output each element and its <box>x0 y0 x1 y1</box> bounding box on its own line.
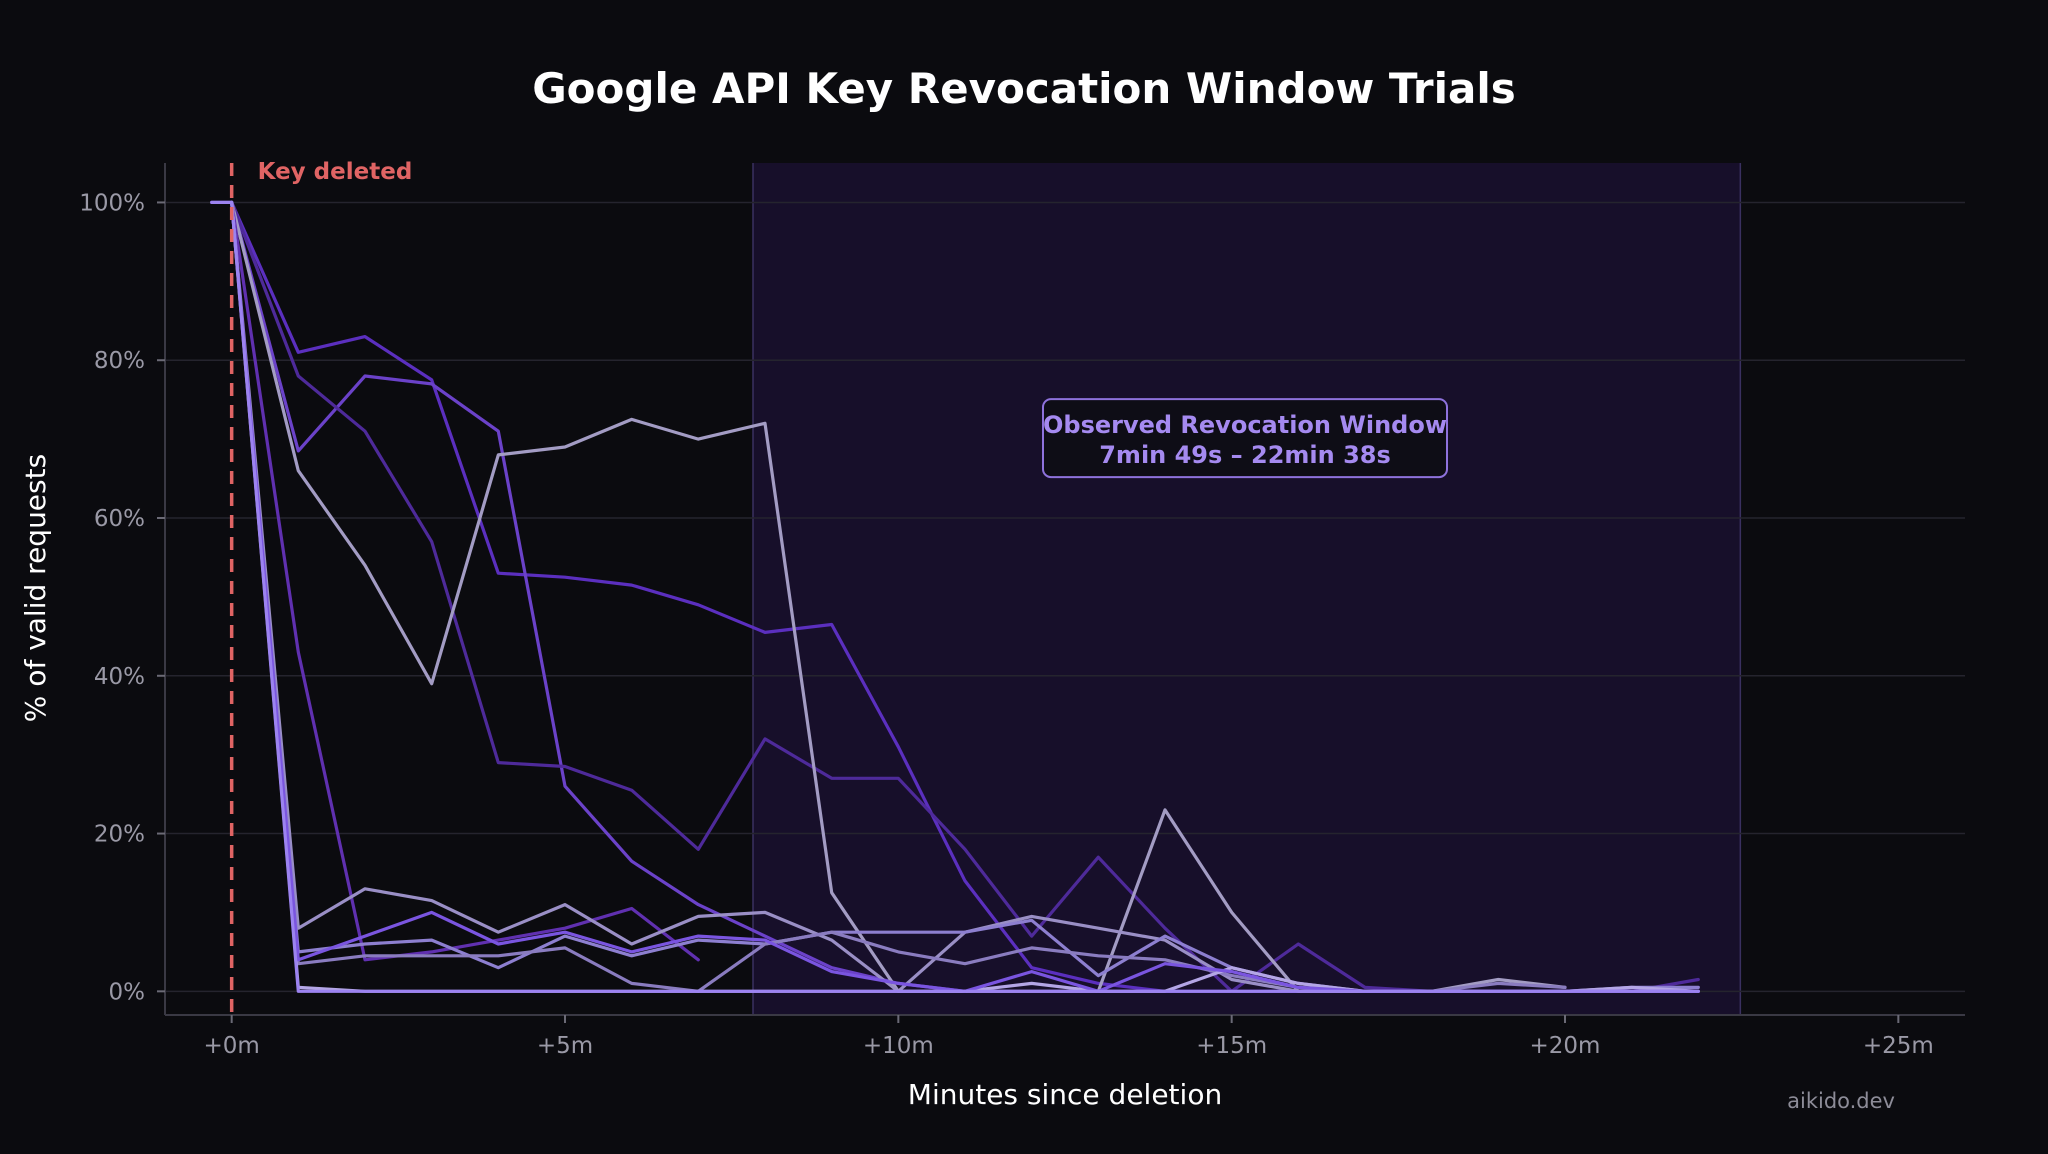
x-tick-label: +5m <box>537 1033 593 1059</box>
y-tick-label: 80% <box>94 348 145 374</box>
x-tick-label: +10m <box>863 1033 934 1059</box>
chart-title: Google API Key Revocation Window Trials <box>532 64 1516 113</box>
x-tick-label: +20m <box>1530 1033 1601 1059</box>
y-tick-label: 0% <box>109 979 146 1005</box>
y-axis-label: % of valid requests <box>19 454 52 722</box>
key-deleted-label: Key deleted <box>258 159 413 185</box>
x-tick-label: +15m <box>1196 1033 1267 1059</box>
annotation-line-2: 7min 49s – 22min 38s <box>1099 441 1391 469</box>
watermark: aikido.dev <box>1787 1089 1895 1113</box>
marker-layer: Key deleted <box>229 159 413 1015</box>
y-tick-label: 60% <box>94 506 145 532</box>
shaded-region-layer <box>752 163 1742 1015</box>
annotation-box <box>1042 398 1448 479</box>
y-tick-label: 100% <box>79 190 145 216</box>
x-tick-label: +0m <box>204 1033 260 1059</box>
y-tick-label: 20% <box>94 822 145 848</box>
x-tick-label: +25m <box>1863 1033 1934 1059</box>
y-tick-label: 40% <box>94 664 145 690</box>
annotation-line-1: Observed Revocation Window <box>1043 411 1447 439</box>
axes-layer: 0% 20% 40% 60% 80% 100% +0m +5m +10m +15m +20m +25m <box>79 163 1965 1059</box>
series-layer <box>210 200 1700 993</box>
revocation-window-annotation: Observed Revocation Window 7min 49s – 22… <box>1042 398 1448 479</box>
trial-series-line-11 <box>210 200 1700 993</box>
trial-series-line-5 <box>230 200 700 962</box>
revocation-window-band <box>753 163 1741 1015</box>
x-axis-label: Minutes since deletion <box>908 1078 1222 1111</box>
